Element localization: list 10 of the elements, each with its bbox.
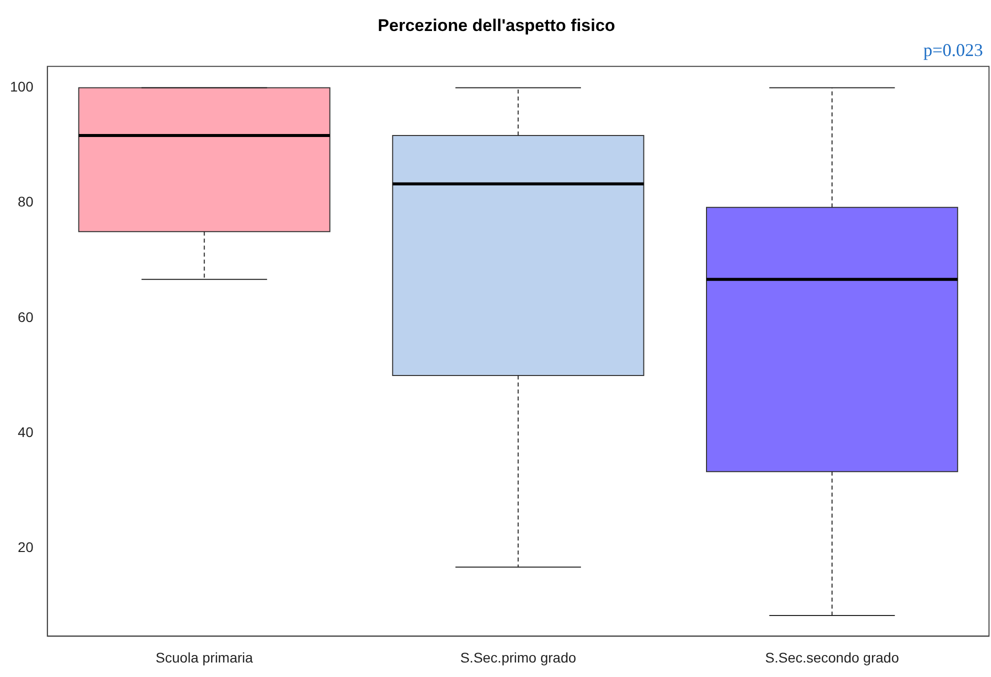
- y-tick-label: 20: [18, 539, 34, 555]
- x-tick-label: Scuola primaria: [156, 649, 254, 666]
- y-tick-label: 80: [18, 194, 34, 210]
- y-tick-label: 100: [10, 78, 34, 95]
- x-tick-label: S.Sec.secondo grado: [765, 649, 900, 666]
- chart-title: Percezione dell'aspetto fisico: [378, 16, 616, 35]
- y-tick-label: 40: [18, 424, 34, 440]
- text: p=0.023: [923, 40, 983, 60]
- x-tick-label: S.Sec.primo grado: [460, 649, 576, 666]
- y-tick-label: 60: [18, 308, 34, 325]
